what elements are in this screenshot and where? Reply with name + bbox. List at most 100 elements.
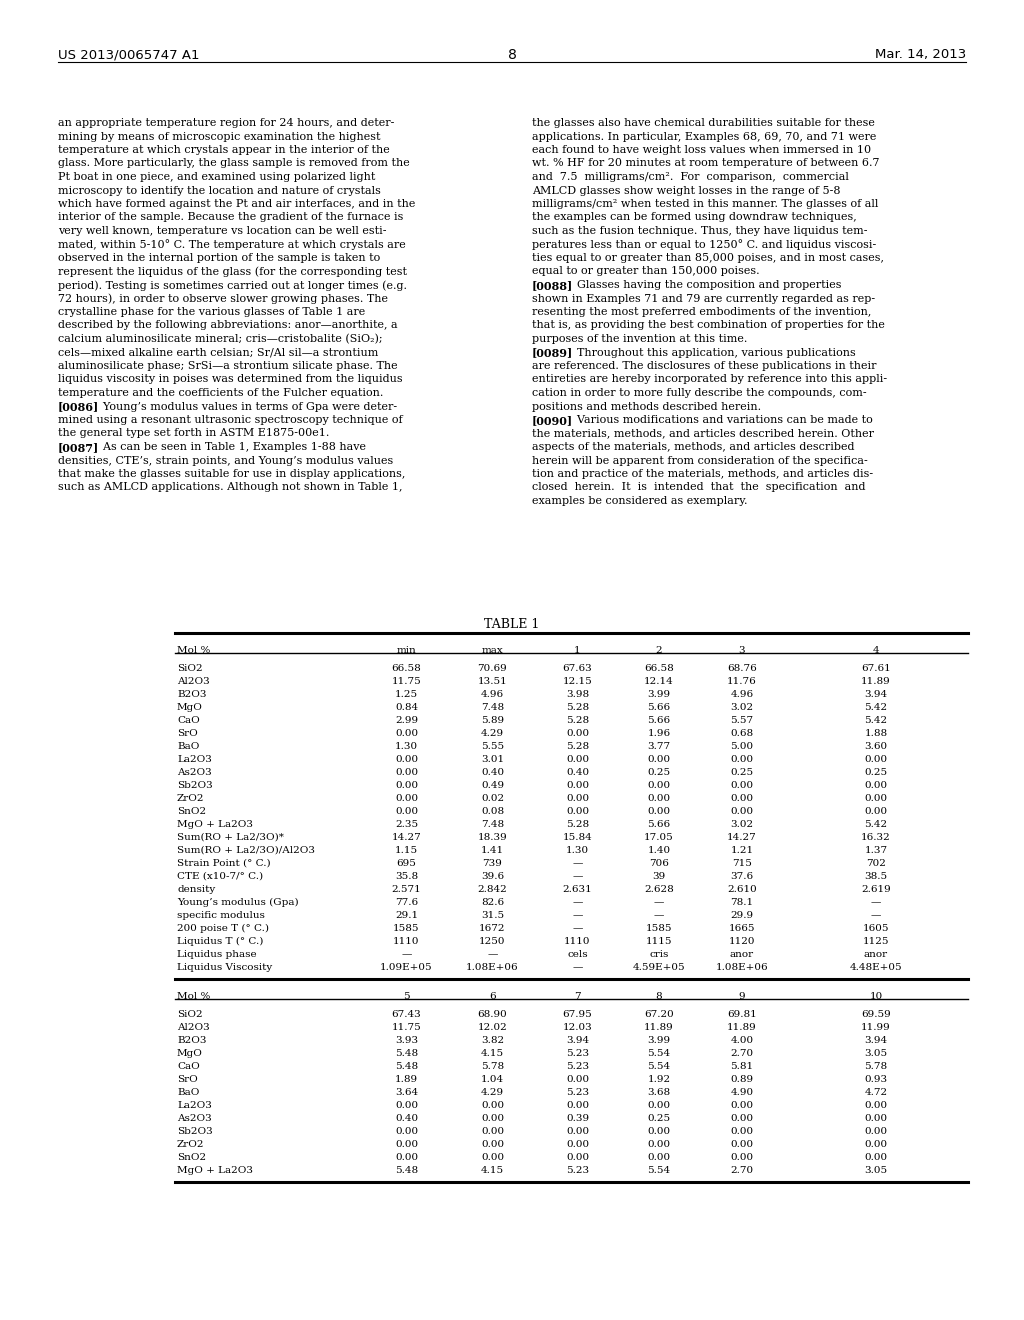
Text: 5.42: 5.42 xyxy=(864,820,888,829)
Text: 12.03: 12.03 xyxy=(562,1023,592,1032)
Text: observed in the internal portion of the sample is taken to: observed in the internal portion of the … xyxy=(58,253,380,263)
Text: the glasses also have chemical durabilities suitable for these: the glasses also have chemical durabilit… xyxy=(532,117,874,128)
Text: entireties are hereby incorporated by reference into this appli-: entireties are hereby incorporated by re… xyxy=(532,375,887,384)
Text: 0.00: 0.00 xyxy=(566,781,589,789)
Text: 0.00: 0.00 xyxy=(647,1101,671,1110)
Text: ZrO2: ZrO2 xyxy=(177,1140,205,1148)
Text: glass. More particularly, the glass sample is removed from the: glass. More particularly, the glass samp… xyxy=(58,158,410,169)
Text: 2.35: 2.35 xyxy=(395,820,418,829)
Text: 0.00: 0.00 xyxy=(481,1114,504,1123)
Text: Young’s modulus values in terms of Gpa were deter-: Young’s modulus values in terms of Gpa w… xyxy=(89,401,396,412)
Text: 5: 5 xyxy=(403,993,410,1001)
Text: 0.49: 0.49 xyxy=(481,781,504,789)
Text: milligrams/cm² when tested in this manner. The glasses of all: milligrams/cm² when tested in this manne… xyxy=(532,199,879,209)
Text: 1: 1 xyxy=(574,645,581,655)
Text: 8: 8 xyxy=(655,993,663,1001)
Text: SiO2: SiO2 xyxy=(177,1010,203,1019)
Text: specific modulus: specific modulus xyxy=(177,911,265,920)
Text: 0.00: 0.00 xyxy=(395,729,418,738)
Text: 0.00: 0.00 xyxy=(730,1140,754,1148)
Text: 2.571: 2.571 xyxy=(391,884,421,894)
Text: Liquidus phase: Liquidus phase xyxy=(177,950,257,960)
Text: 7: 7 xyxy=(574,993,581,1001)
Text: 1.09E+05: 1.09E+05 xyxy=(380,964,433,972)
Text: 3.99: 3.99 xyxy=(647,690,671,700)
Text: MgO + La2O3: MgO + La2O3 xyxy=(177,820,253,829)
Text: 0.00: 0.00 xyxy=(864,781,888,789)
Text: 4.00: 4.00 xyxy=(730,1036,754,1045)
Text: Sb2O3: Sb2O3 xyxy=(177,781,213,789)
Text: 715: 715 xyxy=(732,859,752,869)
Text: 0.00: 0.00 xyxy=(730,1114,754,1123)
Text: very well known, temperature vs location can be well esti-: very well known, temperature vs location… xyxy=(58,226,386,236)
Text: 6: 6 xyxy=(489,993,496,1001)
Text: mined using a resonant ultrasonic spectroscopy technique of: mined using a resonant ultrasonic spectr… xyxy=(58,414,402,425)
Text: 3.64: 3.64 xyxy=(395,1088,418,1097)
Text: 5.66: 5.66 xyxy=(647,820,671,829)
Text: 69.81: 69.81 xyxy=(727,1010,757,1019)
Text: 0.00: 0.00 xyxy=(566,807,589,816)
Text: Young’s modulus (Gpa): Young’s modulus (Gpa) xyxy=(177,898,299,907)
Text: 1585: 1585 xyxy=(646,924,672,933)
Text: 3.60: 3.60 xyxy=(864,742,888,751)
Text: 0.00: 0.00 xyxy=(730,781,754,789)
Text: 12.15: 12.15 xyxy=(562,677,592,686)
Text: 1.30: 1.30 xyxy=(395,742,418,751)
Text: an appropriate temperature region for 24 hours, and deter-: an appropriate temperature region for 24… xyxy=(58,117,394,128)
Text: 0.00: 0.00 xyxy=(481,1127,504,1137)
Text: 4.29: 4.29 xyxy=(481,729,504,738)
Text: mated, within 5-10° C. The temperature at which crystals are: mated, within 5-10° C. The temperature a… xyxy=(58,239,406,251)
Text: Pt boat in one piece, and examined using polarized light: Pt boat in one piece, and examined using… xyxy=(58,172,376,182)
Text: 0.00: 0.00 xyxy=(864,795,888,803)
Text: 0.00: 0.00 xyxy=(395,807,418,816)
Text: 1.04: 1.04 xyxy=(481,1074,504,1084)
Text: purposes of the invention at this time.: purposes of the invention at this time. xyxy=(532,334,748,345)
Text: 0.93: 0.93 xyxy=(864,1074,888,1084)
Text: 0.00: 0.00 xyxy=(730,755,754,764)
Text: 2.70: 2.70 xyxy=(730,1049,754,1059)
Text: 0.00: 0.00 xyxy=(481,1101,504,1110)
Text: 10: 10 xyxy=(869,993,883,1001)
Text: 5.78: 5.78 xyxy=(481,1063,504,1071)
Text: that make the glasses suitable for use in display applications,: that make the glasses suitable for use i… xyxy=(58,469,406,479)
Text: 0.25: 0.25 xyxy=(647,1114,671,1123)
Text: 5.23: 5.23 xyxy=(566,1088,589,1097)
Text: 11.76: 11.76 xyxy=(727,677,757,686)
Text: 0.00: 0.00 xyxy=(647,1127,671,1137)
Text: 0.00: 0.00 xyxy=(395,1101,418,1110)
Text: 4.15: 4.15 xyxy=(481,1166,504,1175)
Text: 39.6: 39.6 xyxy=(481,873,504,880)
Text: BaO: BaO xyxy=(177,1088,200,1097)
Text: —: — xyxy=(572,911,583,920)
Text: 0.84: 0.84 xyxy=(395,704,418,711)
Text: 1.41: 1.41 xyxy=(481,846,504,855)
Text: 70.69: 70.69 xyxy=(477,664,507,673)
Text: 1110: 1110 xyxy=(564,937,591,946)
Text: 4.59E+05: 4.59E+05 xyxy=(633,964,685,972)
Text: 1665: 1665 xyxy=(729,924,756,933)
Text: 5.28: 5.28 xyxy=(566,715,589,725)
Text: 39: 39 xyxy=(652,873,666,880)
Text: 3.93: 3.93 xyxy=(395,1036,418,1045)
Text: 1.89: 1.89 xyxy=(395,1074,418,1084)
Text: MgO: MgO xyxy=(177,704,203,711)
Text: max: max xyxy=(481,645,504,655)
Text: As2O3: As2O3 xyxy=(177,1114,212,1123)
Text: anor: anor xyxy=(864,950,888,960)
Text: 0.00: 0.00 xyxy=(647,1152,671,1162)
Text: 4.29: 4.29 xyxy=(481,1088,504,1097)
Text: 7.48: 7.48 xyxy=(481,820,504,829)
Text: 0.00: 0.00 xyxy=(730,1152,754,1162)
Text: 5.66: 5.66 xyxy=(647,715,671,725)
Text: such as the fusion technique. Thus, they have liquidus tem-: such as the fusion technique. Thus, they… xyxy=(532,226,867,236)
Text: 4.72: 4.72 xyxy=(864,1088,888,1097)
Text: SiO2: SiO2 xyxy=(177,664,203,673)
Text: 3: 3 xyxy=(738,645,745,655)
Text: US 2013/0065747 A1: US 2013/0065747 A1 xyxy=(58,48,200,61)
Text: aspects of the materials, methods, and articles described: aspects of the materials, methods, and a… xyxy=(532,442,854,451)
Text: Glasses having the composition and properties: Glasses having the composition and prope… xyxy=(562,280,841,290)
Text: 4.48E+05: 4.48E+05 xyxy=(850,964,902,972)
Text: TABLE 1: TABLE 1 xyxy=(484,618,540,631)
Text: 67.95: 67.95 xyxy=(562,1010,592,1019)
Text: 1.21: 1.21 xyxy=(730,846,754,855)
